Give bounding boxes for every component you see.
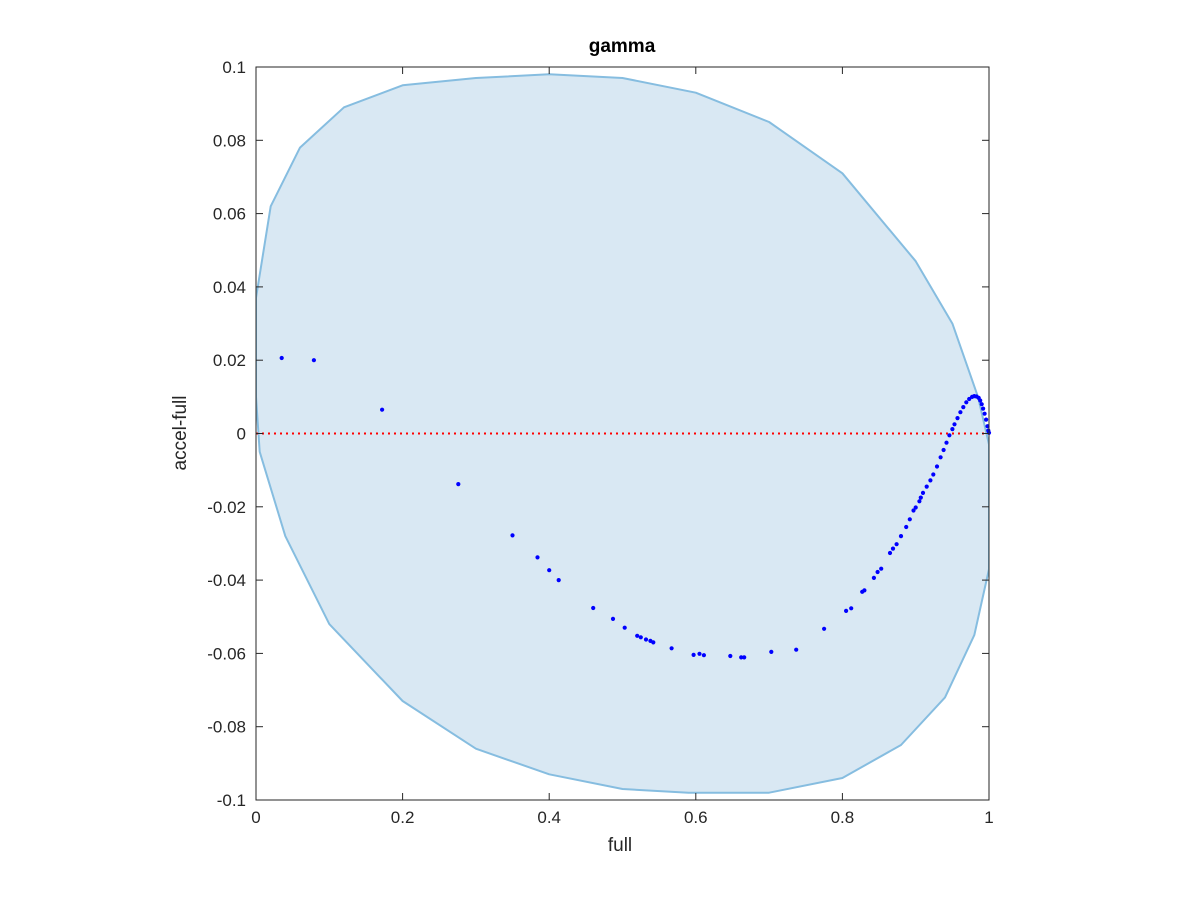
data-point (638, 635, 643, 640)
data-point (669, 646, 674, 651)
y-tick-label: -0.02 (207, 498, 246, 517)
data-point (979, 402, 984, 407)
y-tick-label: 0.04 (213, 278, 246, 297)
data-point (920, 490, 926, 495)
data-point (862, 588, 867, 593)
data-point (849, 606, 854, 611)
data-point (769, 649, 774, 655)
y-axis-label: accel-full (170, 396, 191, 471)
data-point (556, 578, 561, 583)
data-point (610, 616, 616, 622)
data-point (456, 482, 461, 487)
x-tick-label: 0.4 (537, 808, 561, 827)
data-point (651, 640, 656, 645)
data-point (934, 464, 940, 469)
data-point (879, 566, 884, 571)
data-point (941, 447, 946, 453)
data-point (279, 355, 284, 361)
y-tick-label: 0.06 (213, 205, 246, 224)
data-point (958, 410, 963, 415)
data-point (984, 417, 989, 422)
y-tick-label: -0.04 (207, 571, 246, 590)
y-tick-label: -0.06 (207, 644, 246, 663)
y-tick-label: 0 (237, 425, 246, 444)
data-point (547, 568, 552, 573)
data-point (728, 653, 733, 659)
data-point (875, 569, 880, 575)
data-point (691, 652, 696, 658)
data-point (911, 508, 916, 513)
y-tick-label: 0.1 (222, 58, 246, 77)
data-point (701, 653, 707, 658)
data-point (844, 608, 849, 614)
data-point (871, 575, 877, 581)
data-point (981, 406, 986, 411)
data-point (904, 524, 909, 530)
data-point (739, 655, 744, 660)
data-point (697, 651, 702, 656)
data-point (918, 495, 923, 500)
data-point (535, 555, 540, 560)
y-tick-label: -0.1 (217, 791, 246, 810)
data-point (311, 358, 316, 363)
x-tick-label: 0.6 (684, 808, 708, 827)
data-point (982, 411, 987, 416)
data-point (944, 440, 949, 445)
data-point (931, 472, 936, 477)
data-point (622, 625, 627, 630)
data-point (742, 655, 747, 660)
data-point (938, 455, 943, 460)
y-tick-label: -0.08 (207, 718, 246, 737)
data-point (907, 517, 912, 522)
data-point (887, 550, 893, 556)
data-point (950, 427, 955, 432)
data-point (955, 416, 960, 421)
data-point (591, 605, 596, 611)
data-point (510, 533, 515, 538)
x-tick-label: 0.8 (831, 808, 855, 827)
data-point (917, 499, 922, 504)
data-point (822, 626, 827, 631)
data-point (898, 534, 904, 539)
x-tick-label: 0.2 (391, 808, 415, 827)
data-point (964, 400, 969, 405)
data-point (978, 398, 983, 403)
data-point (794, 647, 799, 652)
data-point (928, 478, 933, 483)
data-point (947, 433, 952, 438)
x-tick-label: 0 (251, 808, 260, 827)
y-tick-label: 0.08 (213, 131, 246, 150)
chart-title: gamma (589, 36, 656, 57)
data-point (924, 484, 929, 489)
data-point (961, 405, 966, 410)
data-point (952, 422, 957, 427)
y-tick-label: 0.02 (213, 351, 246, 370)
data-point (890, 546, 896, 551)
data-point (967, 396, 972, 402)
x-tick-label: 1 (984, 808, 993, 827)
data-point (894, 542, 899, 547)
data-point (913, 505, 918, 510)
x-axis-label: full (608, 835, 632, 856)
data-point (635, 633, 640, 638)
data-point (380, 407, 385, 412)
data-point (643, 637, 649, 642)
